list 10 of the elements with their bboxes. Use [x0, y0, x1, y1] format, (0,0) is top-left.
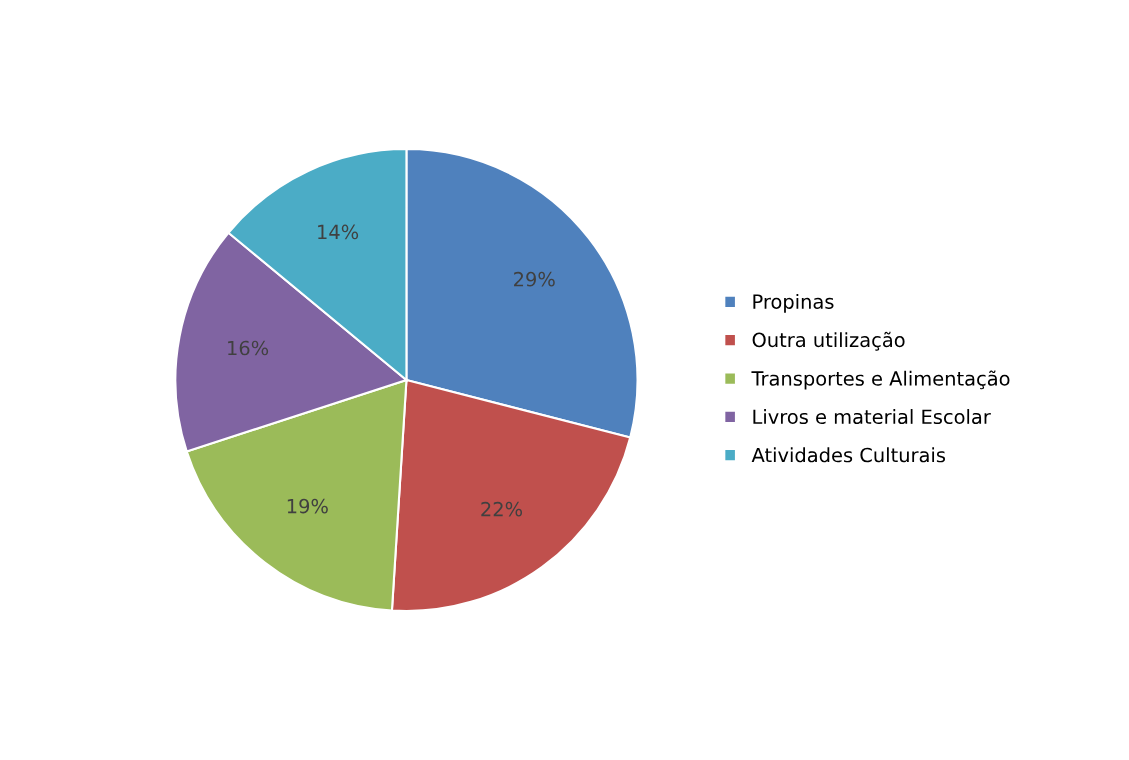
data-label: 22% [481, 501, 523, 517]
legend-label: Atividades Culturais [751, 447, 946, 463]
legend-label: Propinas [753, 293, 834, 313]
data-label: 14% [318, 224, 359, 240]
data-label: 29% [514, 271, 555, 287]
legend-label: Transportes e Alimentação [751, 370, 1010, 390]
legend-label: Livros e material Escolar [753, 409, 991, 425]
legend-label: Outra utilização [752, 331, 905, 351]
data-label: 19% [287, 498, 328, 514]
data-label: 16% [228, 340, 269, 356]
